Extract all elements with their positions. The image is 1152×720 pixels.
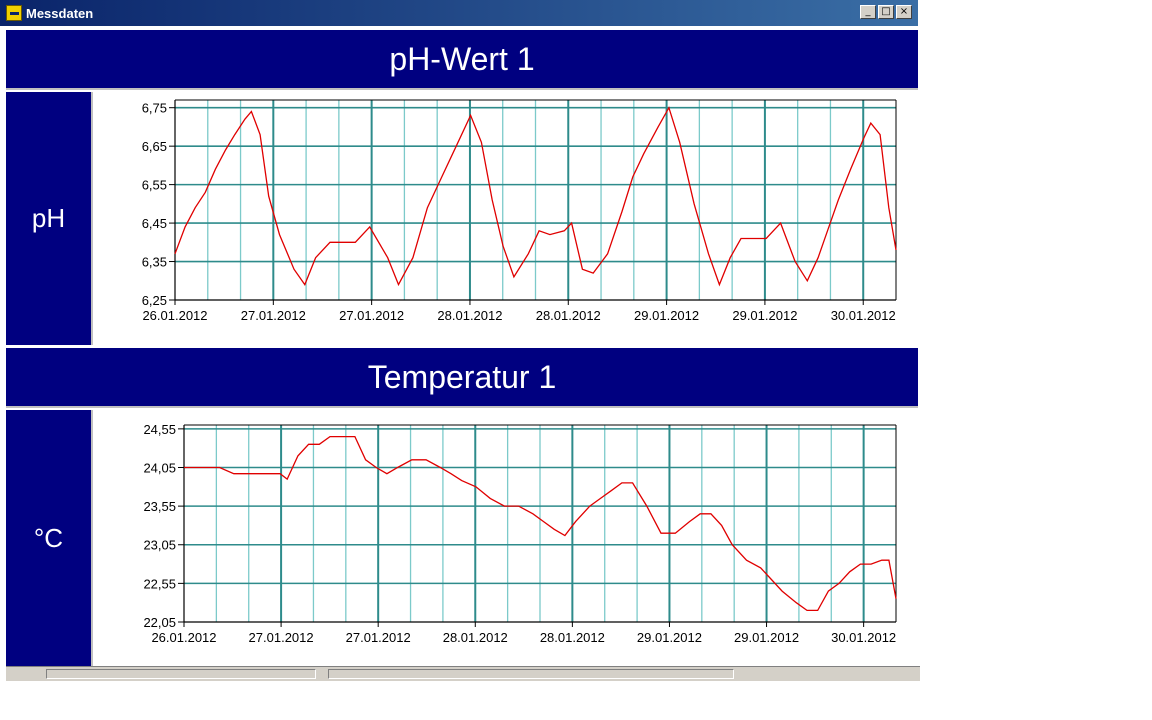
- temp-y-tick-label: 24,55: [143, 422, 176, 437]
- chart-header-temperature: Temperatur 1: [6, 348, 918, 408]
- temp-x-tick-label: 26.01.2012: [151, 630, 216, 645]
- ph-x-tick-label: 27.01.2012: [339, 308, 404, 323]
- unit-label-ph: pH: [6, 92, 93, 345]
- close-button[interactable]: ×: [896, 5, 912, 19]
- app-icon[interactable]: [6, 5, 22, 21]
- status-segment-2: [328, 669, 734, 679]
- temp-y-tick-label: 23,55: [143, 499, 176, 514]
- temp-y-tick-label: 24,05: [143, 460, 176, 475]
- temp-x-tick-label: 29.01.2012: [734, 630, 799, 645]
- temp-x-tick-label: 27.01.2012: [346, 630, 411, 645]
- ph-plot-svg: 6,25 6,35 6,45 6,55 6,65 6,75 26.01.2012 27.01.…: [142, 99, 897, 323]
- temp-x-tick-label: 27.01.2012: [249, 630, 314, 645]
- status-segment-1: [46, 669, 316, 679]
- ph-chart: 6,25 6,35 6,45 6,55 6,65 6,75 26.01.2012 27.01.…: [95, 92, 918, 345]
- temp-y-tick-label: 23,05: [143, 538, 176, 553]
- ph-series-line: [174, 106, 897, 287]
- temp-x-tick-label: 30.01.2012: [831, 630, 896, 645]
- temp-plot-svg: 22,05 22,55 23,05 23,55 24,05 24,55 26.01.2012…: [143, 422, 897, 645]
- ph-x-tick-label: 30.01.2012: [831, 308, 896, 323]
- temp-x-tick-label: 29.01.2012: [637, 630, 702, 645]
- window-title: Messdaten: [26, 5, 94, 21]
- ph-y-tick-label: 6,75: [142, 101, 167, 116]
- unit-label-temperature: °C: [6, 410, 93, 666]
- minimize-button[interactable]: _: [860, 5, 876, 19]
- ph-y-tick-label: 6,25: [142, 293, 167, 308]
- ph-x-tick-label: 28.01.2012: [437, 308, 502, 323]
- ph-x-tick-label: 26.01.2012: [142, 308, 207, 323]
- ph-y-tick-label: 6,65: [142, 139, 167, 154]
- ph-y-tick-label: 6,35: [142, 255, 167, 270]
- status-bar: [6, 666, 920, 681]
- temp-x-tick-label: 28.01.2012: [540, 630, 605, 645]
- window-controls: _ □ ×: [860, 5, 912, 19]
- temp-x-tick-label: 28.01.2012: [443, 630, 508, 645]
- ph-x-tick-label: 28.01.2012: [536, 308, 601, 323]
- temp-series-line: [184, 435, 897, 612]
- ph-x-tick-label: 29.01.2012: [732, 308, 797, 323]
- ph-x-tick-label: 27.01.2012: [241, 308, 306, 323]
- temp-y-tick-label: 22,55: [143, 576, 176, 591]
- temperature-chart: 22,05 22,55 23,05 23,55 24,05 24,55 26.01.2012…: [95, 410, 918, 666]
- temp-y-tick-label: 22,05: [143, 615, 176, 630]
- title-bar[interactable]: Messdaten _ □ ×: [0, 0, 918, 26]
- maximize-button[interactable]: □: [878, 5, 894, 19]
- messdaten-window: Messdaten _ □ × pH-Wert 1 pH 6,25 6,35 6,4…: [0, 0, 920, 681]
- ph-y-tick-label: 6,45: [142, 216, 167, 231]
- ph-y-tick-label: 6,55: [142, 178, 167, 193]
- ph-x-tick-label: 29.01.2012: [634, 308, 699, 323]
- chart-header-ph: pH-Wert 1: [6, 30, 918, 90]
